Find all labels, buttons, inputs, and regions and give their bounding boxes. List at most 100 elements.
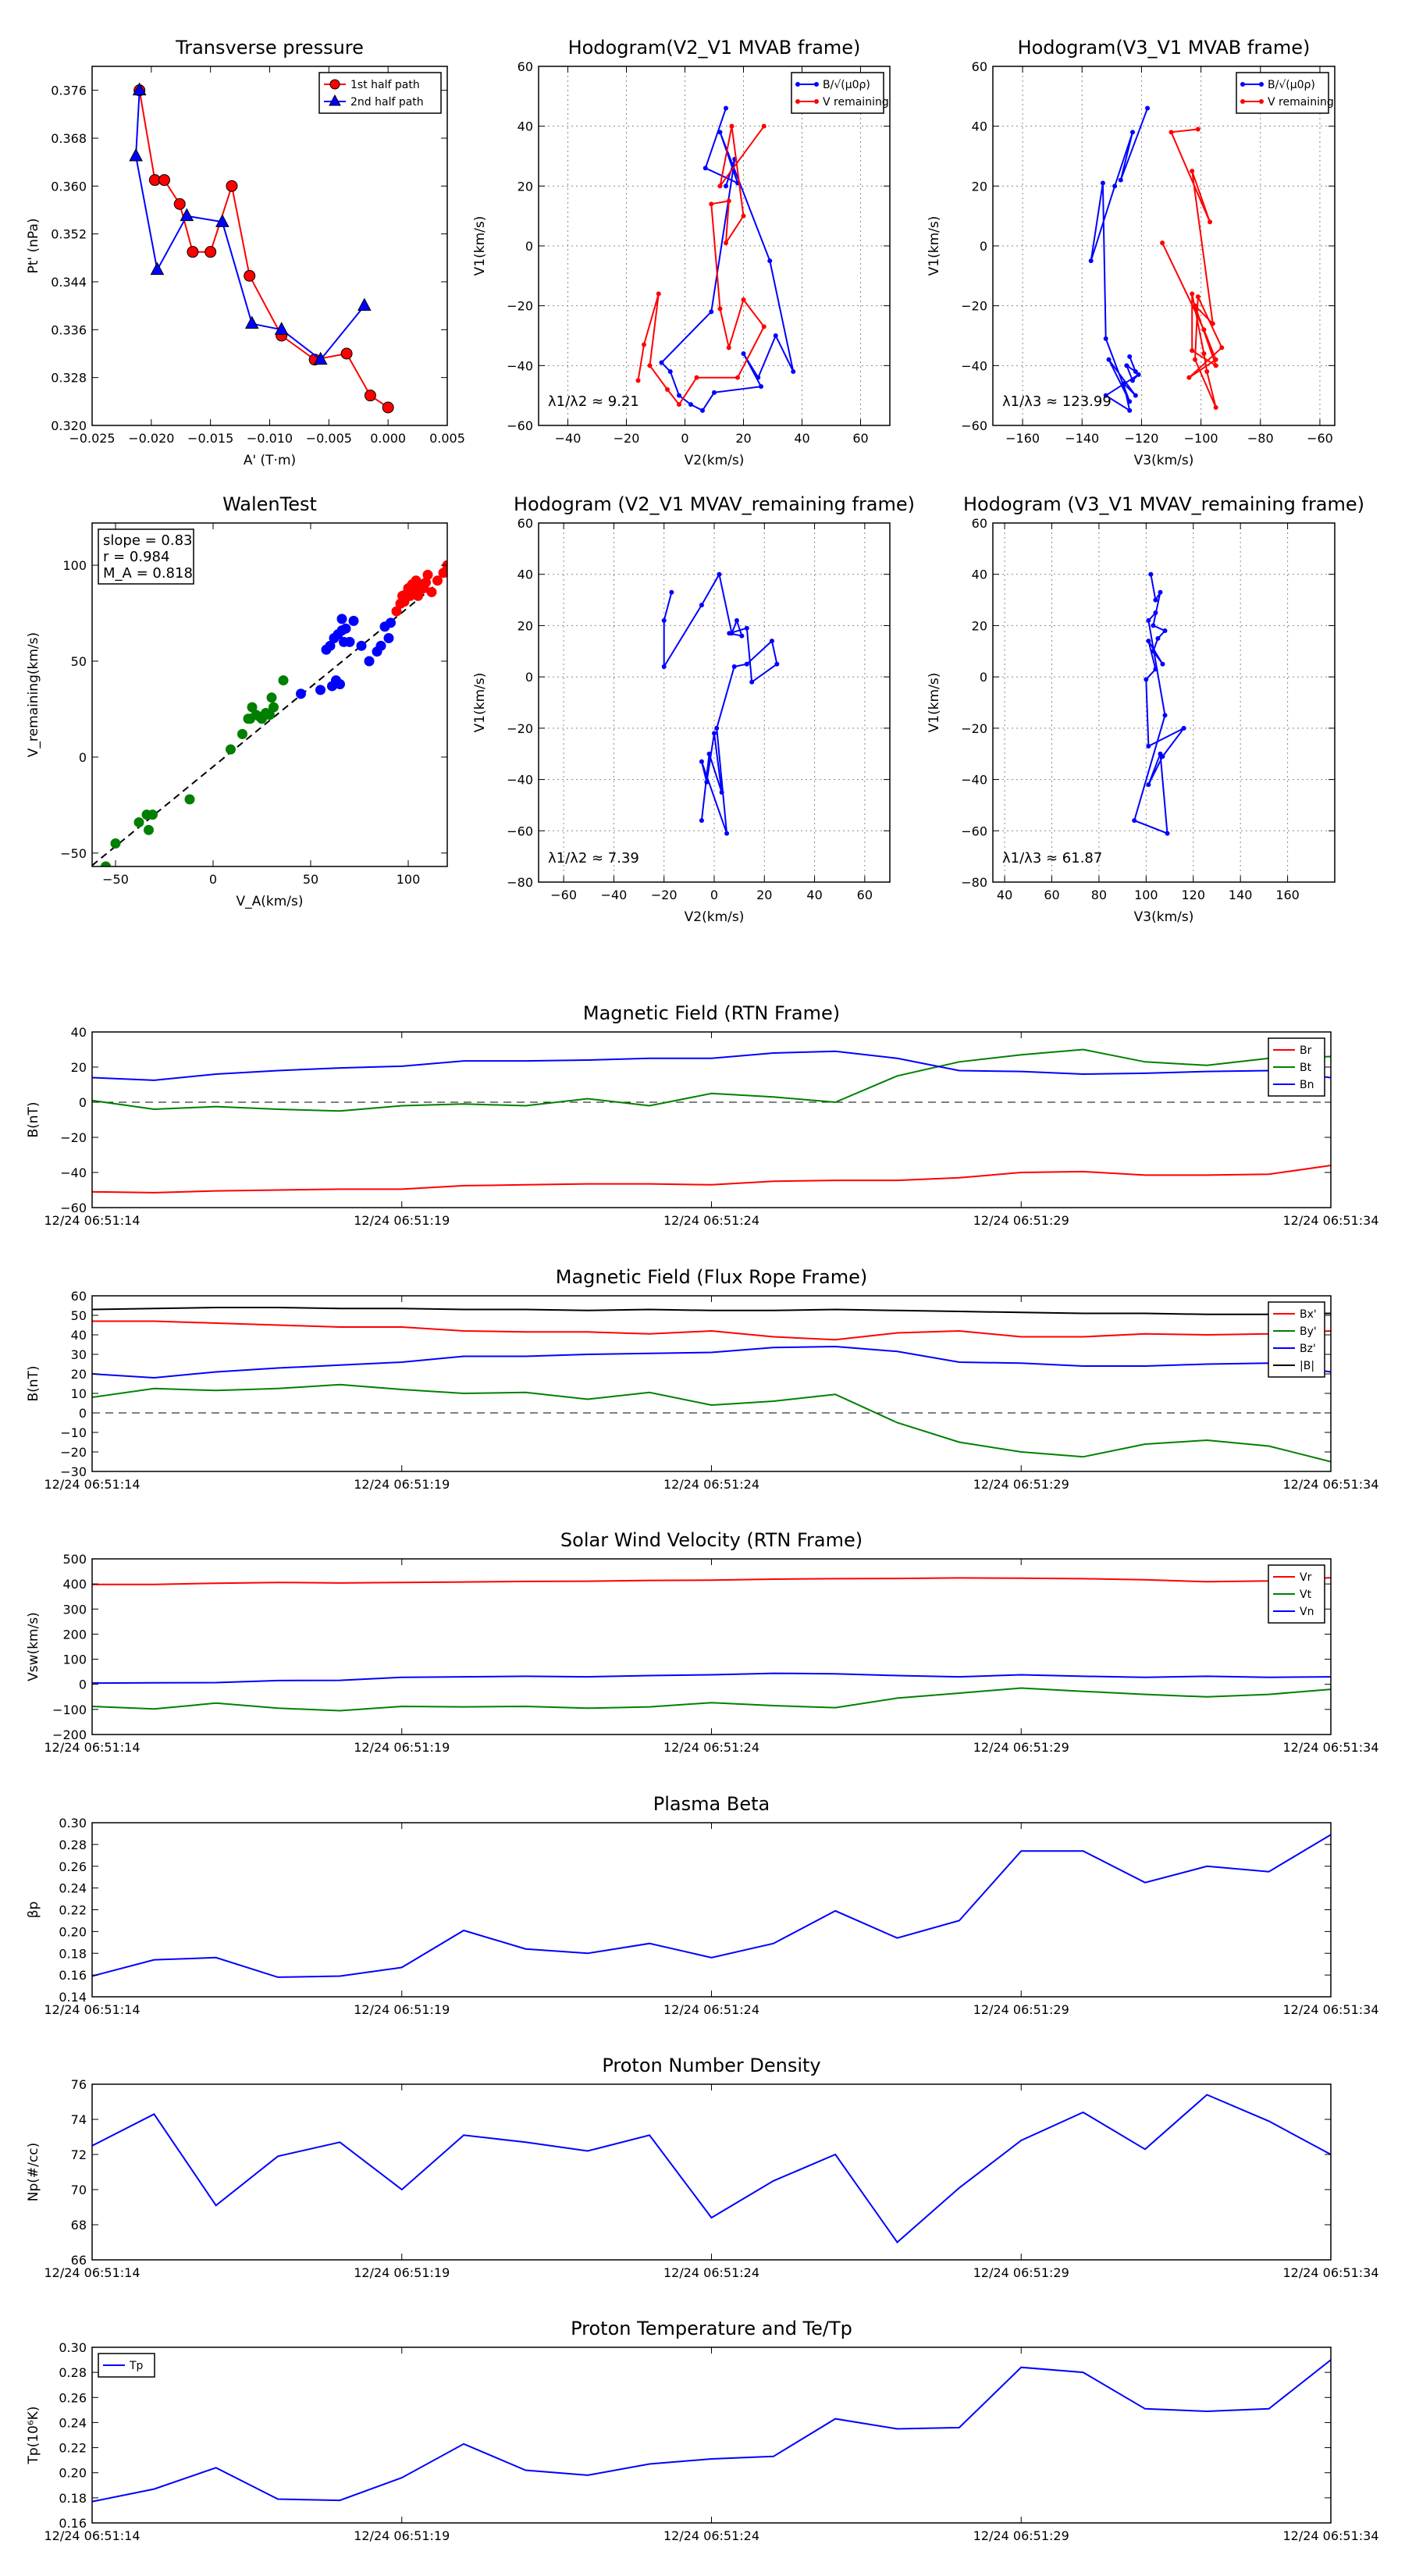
x-axis-label: V3(km/s) [1134, 909, 1194, 925]
y-tick-label: 60 [518, 516, 533, 531]
y-tick-label: 20 [71, 1367, 87, 1382]
data-point [340, 623, 351, 634]
data-point [665, 387, 670, 392]
chart-hodo-v3-mvav: Hodogram (V3_V1 MVAV_remaining frame) 40 6… [927, 493, 1364, 925]
chart-transverse-pressure: Transverse pressure −0.025 −0.020 −0.015 −0.… [26, 37, 465, 468]
y-tick-label: 0.352 [51, 227, 87, 242]
data-point [712, 731, 717, 736]
y-axis-label: V1(km/s) [472, 673, 488, 733]
data-point [357, 297, 372, 311]
legend-label: Vr [1300, 1571, 1312, 1584]
data-point [1213, 363, 1218, 368]
x-tick-label: 12/24 06:51:34 [1282, 1477, 1378, 1492]
legend-label: B/√(μ0ρ) [823, 79, 870, 91]
x-tick-label: 100 [397, 872, 421, 887]
data-point [699, 603, 704, 608]
y-tick-label: −60 [961, 824, 987, 838]
data-point [1153, 610, 1158, 615]
axes-frame [91, 2083, 1332, 2261]
data-point [313, 351, 328, 365]
chart-title: Solar Wind Velocity (RTN Frame) [560, 1529, 863, 1551]
data-point [348, 615, 359, 626]
data-point [422, 569, 433, 580]
x-tick-label: 0 [710, 888, 718, 902]
data-point [1190, 291, 1195, 297]
data-point [702, 165, 708, 171]
data-point [677, 393, 681, 398]
data-point [767, 258, 773, 264]
data-point [254, 711, 265, 722]
data-point [375, 640, 386, 651]
y-tick-label: 40 [71, 1328, 87, 1343]
data-point [1219, 345, 1225, 350]
legend-marker [814, 99, 819, 104]
x-tick-label: 20 [756, 888, 772, 902]
y-tick-label: 0.336 [51, 322, 87, 337]
data-point [1103, 393, 1108, 398]
data-point [1146, 782, 1151, 788]
legend-marker [329, 79, 340, 90]
chart-title: Magnetic Field (RTN Frame) [583, 1002, 840, 1024]
x-tick-label: −50 [102, 872, 129, 887]
data-point [1127, 399, 1133, 404]
data-point [1208, 219, 1213, 225]
data-point [719, 790, 724, 795]
x-tick-label: 20 [735, 431, 751, 446]
x-tick-label: 80 [1091, 888, 1107, 902]
data-point [1127, 354, 1133, 359]
series-line-by- [92, 1383, 1331, 1463]
x-tick-label: 12/24 06:51:19 [354, 1740, 450, 1755]
y-tick-label: 0.28 [59, 1838, 87, 1852]
data-point [1151, 623, 1156, 628]
plot-area [661, 571, 780, 836]
x-tick-label: −0.005 [306, 431, 352, 446]
data-point [647, 363, 653, 368]
data-point [247, 702, 258, 713]
data-point [709, 201, 714, 207]
y-tick-label: 0 [980, 239, 987, 254]
y-axis-label: Vsw(km/s) [26, 1612, 41, 1681]
y-tick-label: 60 [518, 59, 533, 74]
data-point [1133, 369, 1138, 374]
x-axis-label: V2(km/s) [685, 909, 745, 925]
plot-area [92, 1307, 1331, 1463]
y-tick-label: 500 [62, 1552, 87, 1567]
data-point [1192, 303, 1197, 308]
data-point [726, 345, 731, 350]
data-point [744, 661, 749, 667]
data-point [1151, 649, 1156, 654]
y-tick-label: −60 [507, 418, 533, 433]
y-tick-label: 40 [71, 1025, 87, 1040]
data-point [266, 692, 277, 703]
plot-area [92, 1577, 1331, 1712]
eigenvalue-ratio: λ1/λ2 ≈ 9.21 [548, 393, 639, 410]
data-point [642, 342, 646, 347]
y-tick-label: 0.22 [59, 1903, 87, 1918]
data-point [187, 246, 199, 258]
y-tick-label: 400 [62, 1577, 87, 1592]
data-point [1148, 571, 1154, 577]
data-point [1136, 372, 1141, 377]
data-point [1204, 369, 1210, 374]
data-point [1160, 661, 1165, 667]
data-point [1210, 321, 1215, 326]
legend-label: Bx' [1300, 1308, 1317, 1321]
series-line-v [1133, 574, 1185, 835]
legend-label: |B| [1300, 1360, 1314, 1372]
legend-label: Vn [1300, 1606, 1314, 1618]
y-tick-label: 0 [79, 750, 87, 765]
chart-walen-test: WalenTest −50 0 50 100 −50 0 50 100 V_A(km/s) V_re… [26, 493, 448, 909]
x-tick-label: 12/24 06:51:24 [663, 2265, 759, 2280]
data-point [699, 759, 704, 764]
legend-label: By' [1300, 1325, 1317, 1338]
data-point [1132, 818, 1137, 824]
data-point [677, 402, 681, 407]
data-point [1088, 258, 1094, 264]
y-tick-label: 60 [972, 516, 987, 531]
x-tick-label: −0.015 [187, 431, 233, 446]
data-point [669, 589, 674, 595]
legend-label: Bt [1300, 1062, 1312, 1074]
y-tick-label: 0.360 [51, 179, 87, 194]
x-tick-label: −40 [601, 888, 628, 902]
x-tick-label: −120 [1124, 431, 1158, 446]
